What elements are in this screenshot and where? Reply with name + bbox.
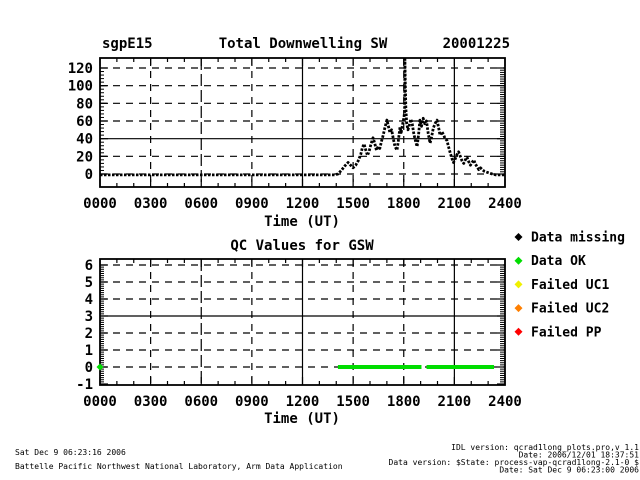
qc-xaxis-title: Time (UT) [264, 411, 340, 427]
legend-label-data-ok: Data OK [531, 254, 586, 269]
y-tick-label: 3 [85, 309, 93, 325]
sw-xaxis-title: Time (UT) [264, 214, 340, 230]
x-tick-label: 0300 [134, 196, 168, 212]
x-tick-label: 1200 [286, 196, 320, 212]
sw-chart-title: Total Downwelling SW [219, 36, 388, 52]
date-label: 20001225 [443, 36, 510, 52]
y-tick-label: -1 [76, 377, 93, 393]
failed-uc1-marker-icon [514, 280, 523, 289]
y-tick-label: 1 [85, 343, 93, 359]
qc-ok-marker [96, 363, 104, 371]
footer-data-date: Date: Sat Dec 9 06:23:00 2006 [499, 466, 639, 475]
y-tick-label: 2 [85, 326, 93, 342]
y-tick-label: 5 [85, 275, 93, 291]
x-tick-label: 1200 [286, 394, 320, 410]
y-tick-label: 60 [76, 114, 93, 130]
footer-idl-version: IDL version: qcrad1long_plots.pro,v 1.1 [451, 443, 639, 452]
legend-label-failed-uc2: Failed UC2 [531, 302, 609, 317]
x-tick-label: 2100 [438, 196, 472, 212]
footer-idl-date: Date: 2006/12/01 18:37:51 [519, 451, 640, 460]
x-tick-label: 0900 [235, 394, 269, 410]
y-tick-label: 4 [85, 292, 93, 308]
x-tick-label: 2400 [488, 394, 522, 410]
x-tick-label: 1800 [387, 196, 421, 212]
x-tick-label: 2100 [438, 394, 472, 410]
x-tick-label: 0000 [83, 394, 117, 410]
y-tick-label: 40 [76, 132, 93, 148]
x-tick-label: 0600 [184, 394, 218, 410]
y-tick-label: 120 [68, 61, 93, 77]
data-ok-marker-icon [514, 256, 523, 265]
x-tick-label: 0600 [184, 196, 218, 212]
footer-timestamp: Sat Dec 9 06:23:16 2006 [15, 448, 126, 457]
data-missing-marker-icon [514, 233, 523, 241]
x-tick-label: 1800 [387, 394, 421, 410]
y-tick-label: 20 [76, 149, 93, 165]
y-tick-label: 80 [76, 96, 93, 112]
qc-chart-title: QC Values for GSW [230, 238, 374, 254]
x-tick-label: 0300 [134, 394, 168, 410]
y-tick-label: 6 [85, 258, 93, 274]
y-tick-label: 0 [85, 167, 93, 183]
footer-organization: Battelle Pacific Northwest National Labo… [15, 462, 343, 471]
qc-legend: Data missing Data OK Failed UC1 Failed UC2 F… [514, 231, 625, 340]
site-label: sgpE15 [102, 36, 153, 52]
failed-uc2-marker-icon [514, 304, 523, 313]
footer-data-version: Data version: $State: process-vap-qcrad1… [389, 458, 640, 467]
failed-pp-marker-icon [514, 327, 523, 336]
x-tick-label: 1500 [336, 394, 370, 410]
legend-label-failed-uc1: Failed UC1 [531, 278, 609, 293]
x-tick-label: 2400 [488, 196, 522, 212]
legend-label-failed-pp: Failed PP [531, 325, 602, 340]
x-tick-label: 0000 [83, 196, 117, 212]
sw-series-line [100, 57, 505, 177]
y-tick-label: 100 [68, 79, 93, 95]
x-tick-label: 1500 [336, 196, 370, 212]
legend-label-data-missing: Data missing [531, 231, 625, 246]
x-tick-label: 0900 [235, 196, 269, 212]
y-tick-label: 0 [85, 360, 93, 376]
